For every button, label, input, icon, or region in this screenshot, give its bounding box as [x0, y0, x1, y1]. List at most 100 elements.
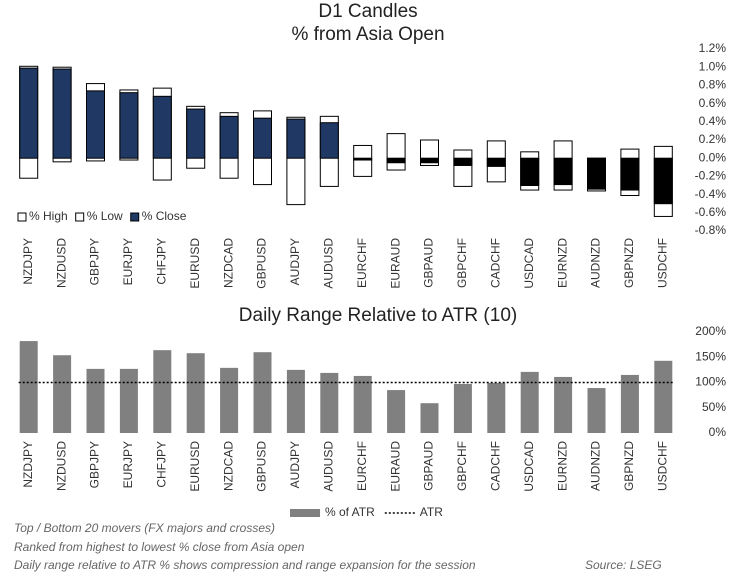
bar	[554, 376, 573, 433]
close-bar	[453, 157, 473, 166]
close-bar	[353, 157, 373, 161]
x-tick-label: AUDJPY	[288, 441, 302, 488]
x-tick-label: CHFJPY	[154, 441, 168, 488]
x-tick-label: GBPNZD	[622, 441, 636, 491]
x-tick-label: NZDCAD	[221, 441, 235, 491]
bar	[153, 350, 172, 433]
legend-label: ATR	[420, 505, 443, 519]
bar	[353, 375, 372, 433]
x-tick-label: NZDJPY	[21, 441, 35, 488]
close-bar	[219, 115, 239, 159]
x-tick-label: AUDJPY	[288, 238, 302, 285]
close-bar	[520, 157, 540, 186]
bar	[220, 367, 239, 433]
x-tick-label: NZDUSD	[54, 441, 68, 491]
source: Source: LSEG	[585, 558, 662, 572]
bar	[587, 388, 606, 433]
y-tick-label: 100%	[695, 375, 726, 389]
x-tick-label: NZDUSD	[54, 238, 68, 288]
x-tick-label: AUDUSD	[321, 238, 335, 289]
legend-swatch	[17, 212, 27, 222]
y-tick-label: 150%	[695, 349, 726, 363]
x-tick-label: GBPJPY	[88, 441, 102, 488]
legend-swatch	[130, 212, 140, 222]
close-bar	[386, 157, 406, 164]
x-tick-label: AUDNZD	[589, 441, 603, 491]
bar	[620, 374, 639, 433]
footnote: Daily range relative to ATR % shows comp…	[14, 558, 476, 572]
bar	[19, 341, 38, 433]
chart-subtitle: % from Asia Open	[291, 24, 444, 45]
bar	[119, 368, 138, 433]
bar	[320, 372, 339, 433]
close-bar	[286, 118, 306, 159]
y-tick-label: 50%	[702, 400, 726, 414]
bar	[487, 383, 506, 433]
x-tick-label: NZDJPY	[21, 238, 35, 285]
close-bar	[653, 157, 673, 205]
close-bar	[186, 108, 206, 159]
close-bar	[620, 157, 640, 191]
x-tick-label: EURUSD	[188, 441, 202, 492]
close-bar	[587, 157, 606, 190]
range-box	[453, 149, 473, 187]
x-tick-label: GBPUSD	[255, 441, 269, 492]
legend-label: % High	[29, 209, 68, 223]
bar	[86, 368, 105, 433]
x-tick-label: EURCHF	[355, 238, 369, 288]
y-tick-label: 0.2%	[699, 132, 727, 146]
x-tick-label: EURAUD	[388, 441, 402, 492]
bar	[186, 353, 205, 433]
range-box	[386, 133, 406, 171]
close-bar	[319, 122, 339, 159]
x-tick-label: USDCAD	[522, 238, 536, 289]
bar	[520, 371, 539, 433]
close-bar	[420, 157, 439, 164]
x-tick-label: CHFJPY	[154, 238, 168, 285]
chart-title: D1 Candles	[318, 1, 417, 22]
y-tick-label: -0.4%	[695, 187, 727, 201]
bar	[420, 403, 439, 433]
x-tick-label: EURNZD	[555, 238, 569, 288]
x-tick-label: AUDNZD	[589, 238, 603, 288]
x-tick-label: GBPJPY	[88, 238, 102, 285]
legend-label: % of ATR	[325, 505, 375, 519]
y-tick-label: 0.6%	[699, 96, 727, 110]
range-box	[353, 144, 373, 177]
y-tick-label: 0.8%	[699, 78, 727, 92]
close-bar	[52, 68, 72, 159]
legend-swatch	[75, 212, 85, 222]
x-tick-label: GBPCHF	[455, 238, 469, 288]
bar	[453, 384, 472, 433]
y-tick-label: -0.2%	[695, 169, 727, 183]
legend-swatch	[290, 509, 320, 517]
x-tick-label: EURCHF	[355, 441, 369, 491]
x-tick-label: USDCHF	[655, 238, 669, 288]
x-tick-label: NZDCAD	[221, 238, 235, 288]
chart-title: Daily Range Relative to ATR (10)	[239, 305, 517, 326]
x-tick-label: EURJPY	[121, 441, 135, 488]
x-tick-label: AUDUSD	[321, 441, 335, 492]
bar	[654, 360, 673, 433]
footnote: Top / Bottom 20 movers (FX majors and cr…	[14, 521, 275, 535]
legend-label: % Close	[142, 209, 187, 223]
close-bar	[119, 92, 139, 159]
x-tick-label: GBPAUD	[422, 238, 436, 288]
footnote: Ranked from highest to lowest % close fr…	[14, 540, 305, 554]
y-tick-label: 0%	[709, 425, 727, 439]
x-tick-label: CADCHF	[488, 238, 502, 288]
y-tick-label: 200%	[695, 324, 726, 338]
x-tick-label: USDCAD	[522, 441, 536, 492]
close-bar	[486, 157, 506, 167]
y-tick-label: 0.4%	[699, 114, 727, 128]
legend-label: % Low	[87, 209, 123, 223]
x-tick-label: CADCHF	[488, 441, 502, 491]
x-tick-label: EURUSD	[188, 238, 202, 289]
y-tick-label: 0.0%	[699, 150, 727, 164]
y-tick-label: -0.6%	[695, 205, 727, 219]
bar	[53, 355, 72, 433]
bar	[387, 390, 406, 433]
close-bar	[152, 95, 172, 159]
close-bar	[19, 67, 39, 159]
